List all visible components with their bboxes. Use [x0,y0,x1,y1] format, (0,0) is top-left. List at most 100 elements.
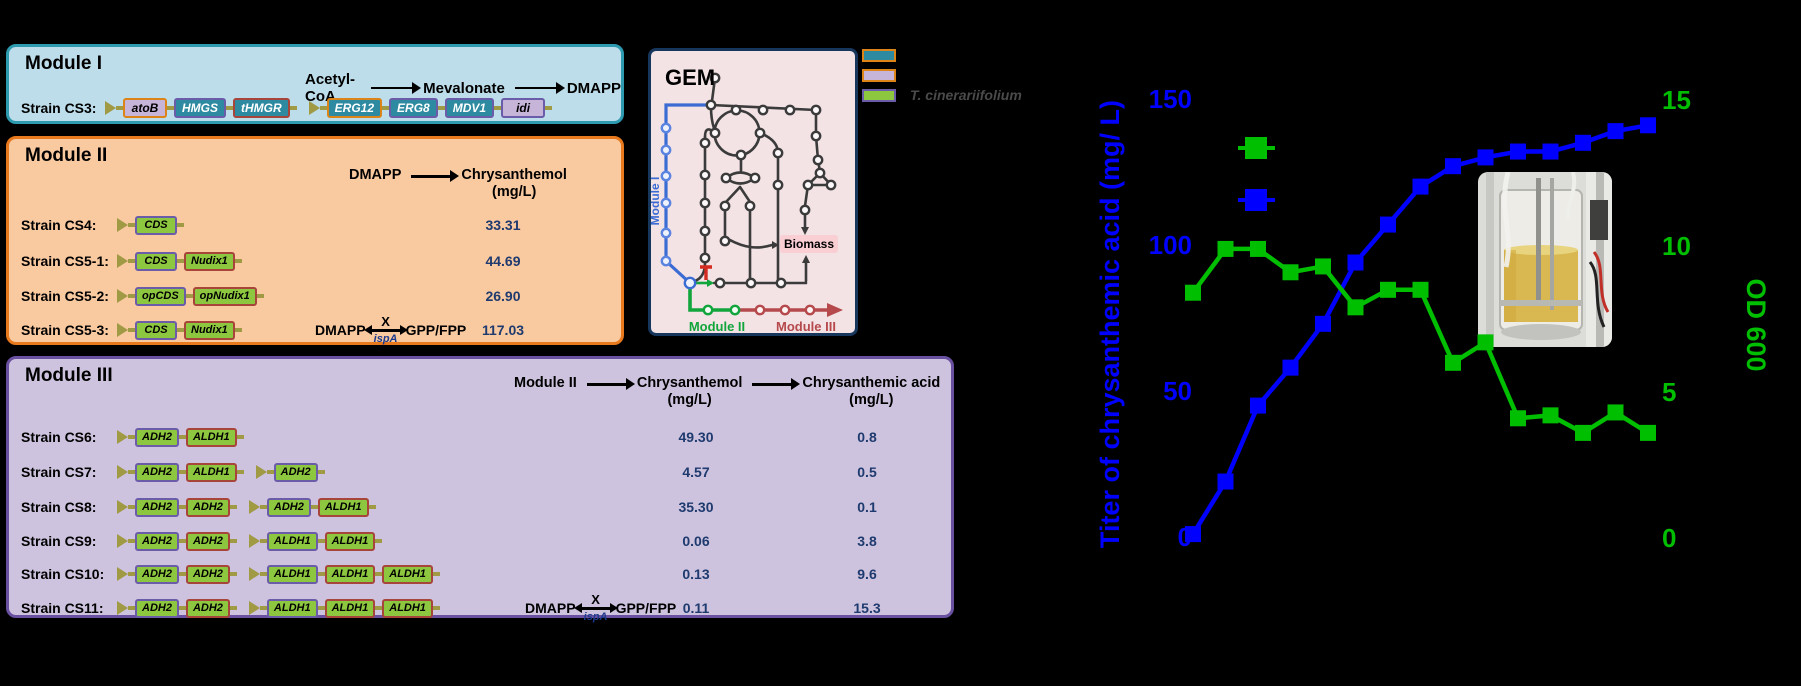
module3-box: Module III Module II Chrysanthemol (mg/L… [6,356,954,622]
gene-cassette: ADH2 ADH2 ALDH1 ALDH1 [117,531,383,551]
double-arrow-icon [573,603,618,613]
gene-cassette: opCDS opNudix1 [117,286,264,306]
data-point-marker [1575,134,1591,151]
gene-connector [317,606,325,610]
strain-label: Strain CS3: [21,100,97,116]
left-axis-tick-label: 0 [1177,522,1192,552]
value-col-2: 15.3 [853,600,881,616]
gene-connector [375,539,383,543]
cassette-gap [244,470,256,474]
gene-connector [177,223,184,227]
module3-header-mid: Chrysanthemol [636,375,743,391]
gpp-fpp-label: GPP/FPP [615,600,677,616]
legend-swatch [862,88,896,102]
strain-label: Strain CS9: [21,533,97,549]
gene-box-atoB: atoB [123,98,167,118]
gem-network-diagram: GEM Biomass Module I Module II Module II… [648,65,843,334]
gene-connector [317,539,325,543]
gene-connector [432,572,440,576]
gene-box-ADH2: ADH2 [185,564,230,584]
gene-connector [178,505,186,509]
promoter-icon [255,465,267,479]
module2-header-from: DMAPP [349,167,402,183]
module3-header-from: Module II [514,375,577,391]
strain-row: Strain CS5-2: opCDS opNudix1 26.90 [21,286,615,306]
promoter-icon [308,101,320,115]
value-col-1: 44.69 [485,253,521,269]
module3-header-to-unit: (mg/L) [849,391,894,408]
cassette-gap [237,539,249,543]
legend-swatch [862,68,896,82]
gene-box-ADH2: ADH2 [135,427,179,447]
right-arrow-icon [411,170,460,181]
gene-cassette: ADH2 ALDH1 ADH2 [117,462,325,482]
gene-box-ALDH1: ALDH1 [324,598,376,618]
gene-box-ADH2: ADH2 [135,598,179,618]
gene-connector [317,572,325,576]
strain-row: Strain CS11: ADH2 ADH2 ALDH1 ALDH1 ALDH1 DMAPP… [21,593,945,622]
promoter-icon [117,567,128,581]
gene-cassette: ADH2 ADH2 ADH2 ALDH1 [117,497,376,517]
value-col-2: 0.1 [857,499,877,515]
dmapp-label: DMAPP [525,600,576,616]
data-point-marker [1477,334,1494,351]
gene-box-ADH2: ADH2 [135,531,179,551]
gene-connector [128,539,135,543]
data-point-marker [1510,410,1526,427]
pathway-metabolite: DMAPP [566,79,621,97]
value-col-1: 117.03 [481,322,525,338]
module1-title: Module I [25,53,103,74]
value-col-1: 0.06 [682,533,710,549]
gene-box-ALDH1: ALDH1 [266,598,318,618]
gene-connector [116,106,123,110]
gene-connector [128,294,135,298]
gene-box-opCDS: opCDS [135,286,186,306]
gene-box-ADH2: ADH2 [266,497,311,517]
gene-connector [128,505,135,509]
data-point-marker [1315,315,1331,332]
gene-connector [128,470,135,474]
gene-box-ALDH1: ALDH1 [185,427,237,447]
gene-box-ALDH1: ALDH1 [382,564,433,584]
gene-connector [128,259,135,263]
strain-row: Strain CS9: ADH2 ADH2 ALDH1 ALDH1 0.06 3.8 [21,531,945,551]
data-point-marker [1250,240,1266,257]
module2-box: Module II DMAPP Chrysanthemol (mg/L) Str… [6,136,624,345]
module2-header: DMAPP Chrysanthemol (mg/L) [349,167,567,200]
promoter-icon [248,534,260,548]
gene-box-ADH2: ADH2 [185,497,230,517]
strain-row: Strain CS5-1: CDS Nudix1 44.69 [21,251,615,271]
left-axis-title: Titer of chrysanthemic acid (mg/ L) [1095,99,1125,549]
right-axis-tick-label: 10 [1662,231,1691,261]
gene-connector [317,470,325,474]
data-point-marker [1185,526,1201,543]
gene-box-ALDH1: ALDH1 [185,462,237,482]
promoter-icon [117,465,128,479]
promoter-icon [248,601,260,615]
right-arrow-icon [371,82,422,93]
gene-connector [128,223,135,227]
gene-connector [259,572,267,576]
data-point-marker [1510,143,1526,160]
gene-box-ADH2: ADH2 [135,462,179,482]
chart-plot-area [1185,117,1656,543]
data-point-marker [1607,123,1624,140]
value-col-1: 49.30 [678,429,714,445]
value-col-1: 4.57 [682,464,710,480]
strain-label: Strain CS6: [21,429,97,445]
promoter-icon [117,534,128,548]
strain-label: Strain CS5-1: [21,253,109,269]
gene-connector [310,505,318,509]
gene-box-MDV1: MDV1 [444,98,495,118]
right-arrow-icon [586,378,635,389]
gene-connector [236,435,244,439]
promoter-icon [117,601,128,615]
value-col-2: 0.8 [857,429,877,445]
gene-box-Nudix1: Nudix1 [184,320,235,340]
gene-connector [259,606,267,610]
gene-connector [229,606,237,610]
gene-cassette: atoB HMGS tHMGR ERG12 ERG8 MDV1 idi [105,98,553,118]
legend-item [862,65,1022,85]
